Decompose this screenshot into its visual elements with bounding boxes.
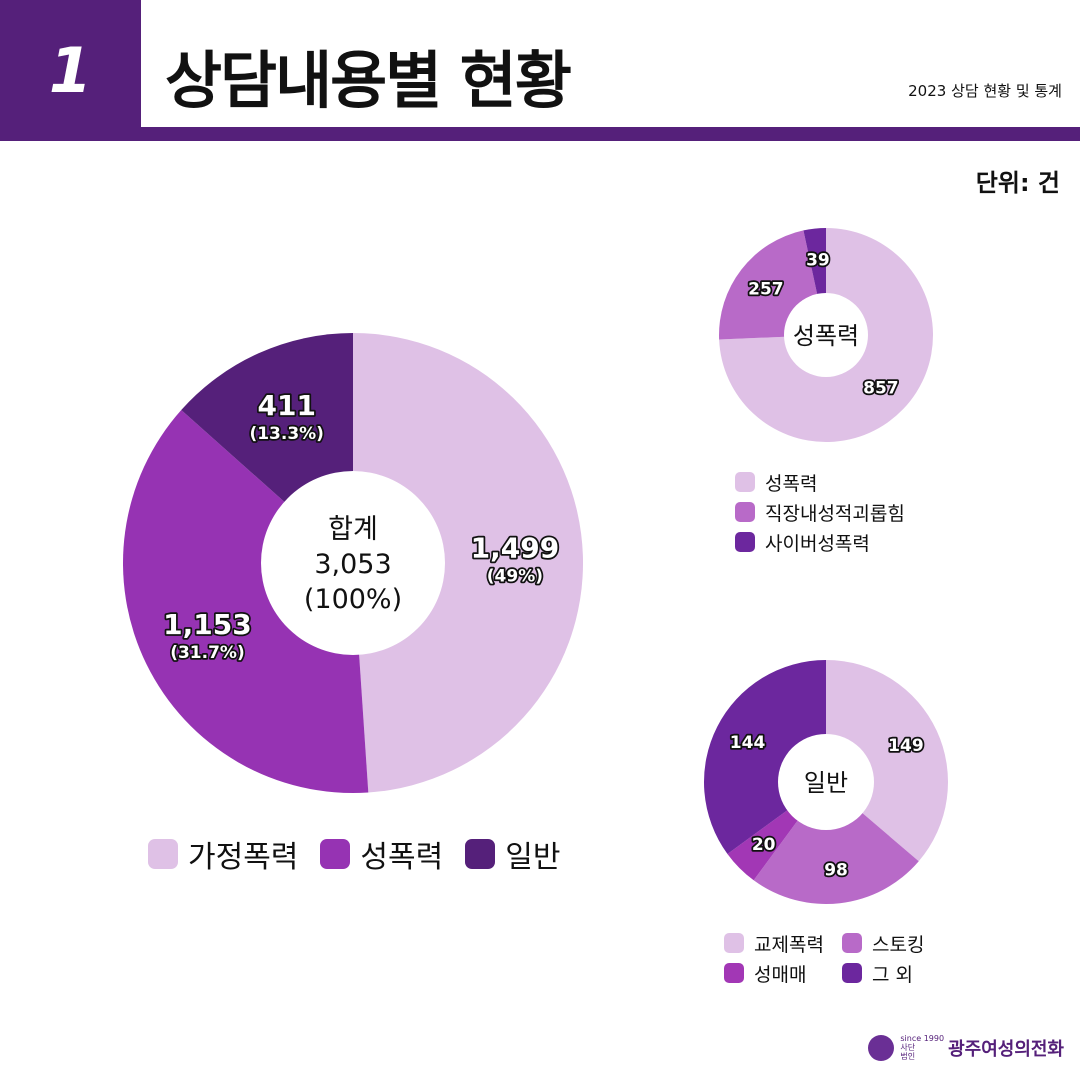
sexual-violence-legend-label: 직장내성적괴롭힘 (765, 502, 905, 525)
general-slice-1 (826, 660, 948, 862)
main-legend-label: 가정폭력 (188, 840, 299, 875)
general-legend-item: 성매매 (724, 958, 842, 988)
main-chart-legend: 가정폭력 성폭력 일반 (148, 832, 582, 876)
main-legend-swatch (465, 839, 496, 869)
general-legend-swatch (842, 963, 862, 983)
sexual-violence-legend-item: 사이버성폭력 (735, 527, 905, 557)
main-slice-2 (122, 410, 369, 794)
main-donut-hole (261, 471, 445, 655)
sexual-violence-value-label-3: 39 (806, 250, 830, 270)
main-legend-item: 일반 (465, 832, 560, 876)
logo-org-type-1: 사단 (900, 1043, 916, 1052)
general-legend-label: 그 외 (872, 963, 913, 986)
main-legend-item: 가정폭력 (148, 832, 298, 876)
main-legend-label: 성폭력 (360, 840, 444, 875)
main-percent-label-2: (31.7%) (170, 643, 245, 663)
general-slice-2 (753, 782, 919, 904)
logo-org-type-2: 법인 (900, 1052, 916, 1061)
main-value-label-2: 1,153 (163, 608, 252, 641)
main-legend-item: 성폭력 (320, 832, 443, 876)
unit-label: 단위: 건 (975, 169, 1060, 197)
header-divider (141, 127, 1080, 141)
logo-icon (868, 1034, 895, 1061)
main-legend-swatch (320, 839, 351, 869)
sexual-violence-legend-swatch (735, 532, 755, 552)
general-legend-label: 교제폭력 (754, 933, 824, 956)
general-slice-4 (703, 659, 826, 854)
general-value-label-2: 98 (824, 860, 848, 880)
section-number: 1 (0, 0, 141, 141)
general-legend-swatch (724, 933, 744, 953)
main-center-label-2: 3,053 (314, 549, 391, 580)
sexual-violence-legend-item: 직장내성적괴롭힘 (735, 497, 905, 527)
general-legend-swatch (842, 933, 862, 953)
main-slice-1 (353, 333, 584, 793)
page-title: 상담내용별 현황 (165, 44, 572, 117)
general-value-label-1: 149 (888, 736, 924, 756)
general-legend-label: 스토킹 (872, 933, 925, 956)
sexual-violence-legend-label: 사이버성폭력 (765, 532, 870, 555)
general-legend-swatch (724, 963, 744, 983)
sexual-violence-legend-label: 성폭력 (765, 472, 818, 495)
sexual-violence-value-label-2: 257 (748, 280, 784, 300)
main-legend-label: 일반 (505, 840, 561, 875)
logo-since: since 1990 (900, 1034, 945, 1043)
general-legend-label: 성매매 (754, 963, 807, 986)
general-value-label-3: 20 (752, 835, 776, 855)
sexual-violence-chart-title: 성폭력 (793, 322, 859, 350)
sexual-violence-legend-swatch (735, 502, 755, 522)
main-center-label-3: (100%) (304, 584, 402, 615)
main-value-label-3: 411 (257, 389, 315, 422)
general-legend-item: 그 외 (842, 958, 954, 988)
sexual-violence-legend-item: 성폭력 (735, 467, 905, 497)
organization-logo: since 1990 사단 법인 광주여성의전화 (868, 1034, 1064, 1061)
logo-name: 광주여성의전화 (948, 1038, 1064, 1060)
main-percent-label-3: (13.3%) (249, 424, 324, 444)
page-subtitle: 2023 상담 현황 및 통계 (908, 82, 1062, 100)
main-center-label-1: 합계 (328, 514, 378, 545)
general-value-label-4: 144 (730, 733, 766, 753)
sexual-violence-legend-swatch (735, 472, 755, 492)
general-chart-title: 일반 (804, 769, 848, 797)
general-donut-hole (778, 734, 874, 830)
sexual-violence-donut-hole (784, 293, 868, 377)
main-value-label-1: 1,499 (471, 532, 560, 565)
main-legend-swatch (148, 839, 178, 869)
general-legend-item: 스토킹 (842, 928, 954, 958)
sexual-violence-value-label-1: 857 (863, 379, 899, 399)
general-legend-item: 교제폭력 (724, 928, 842, 958)
main-percent-label-1: (49%) (487, 567, 543, 587)
